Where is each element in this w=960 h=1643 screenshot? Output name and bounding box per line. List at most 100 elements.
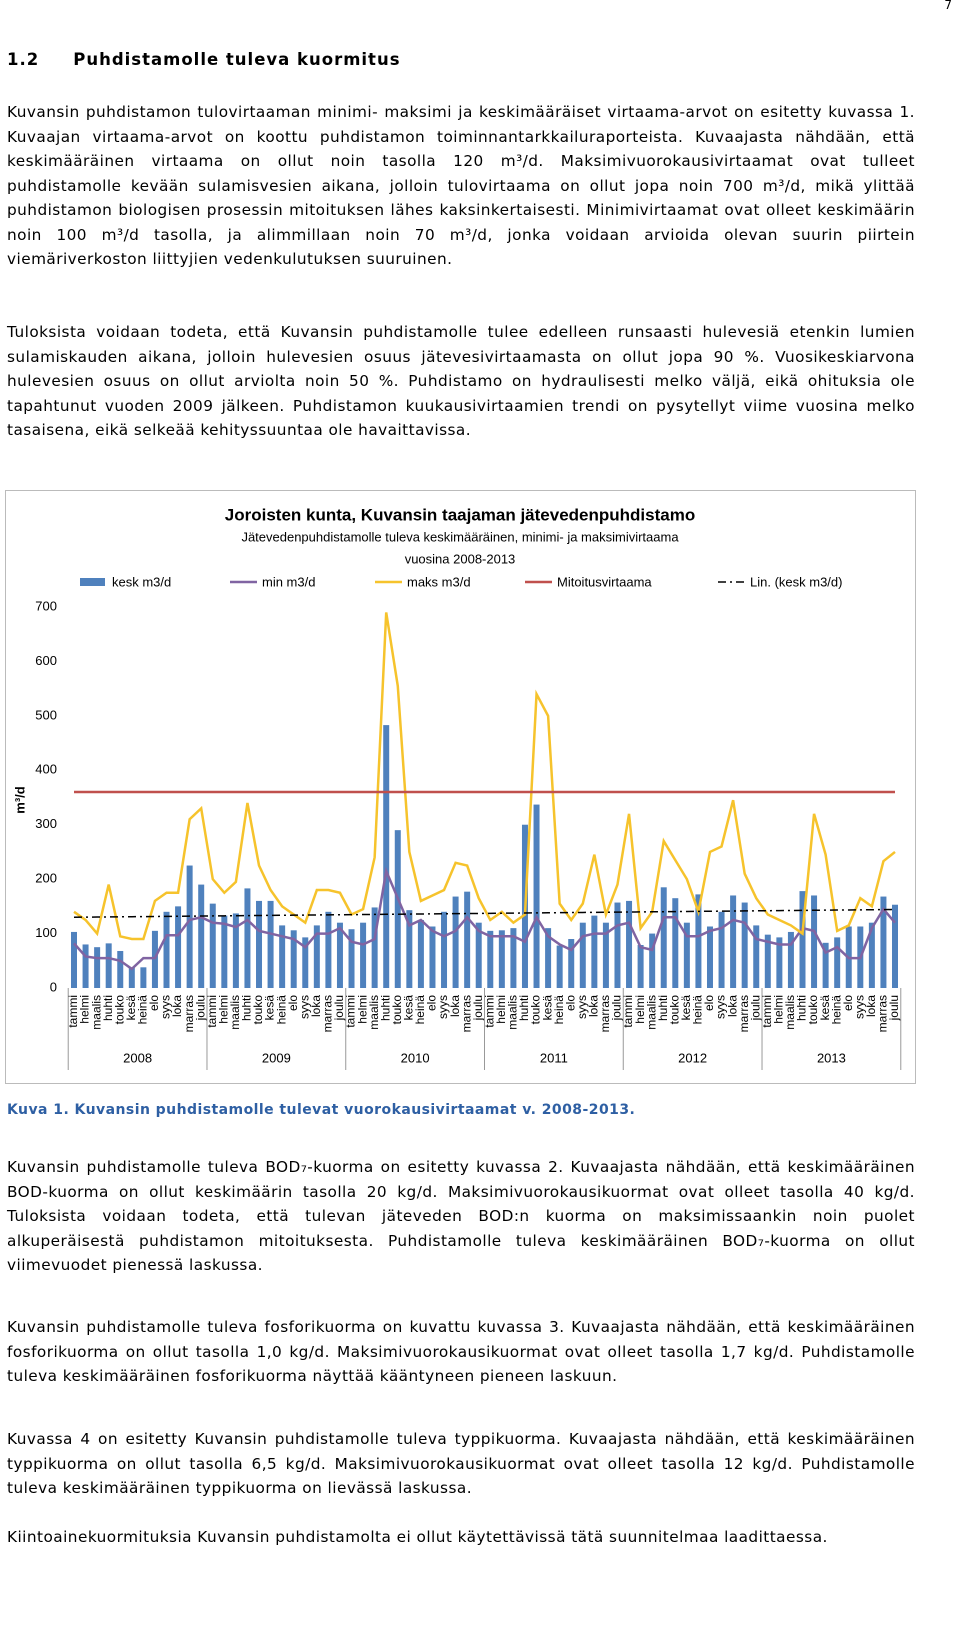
x-tick-label: kesä [263, 995, 277, 1021]
chart: Joroisten kunta, Kuvansin taajaman jätev… [5, 490, 916, 1084]
x-tick-label: helmi [772, 995, 786, 1024]
x-tick-label: kesä [124, 995, 138, 1021]
bar [348, 929, 355, 988]
x-tick-label: marras [182, 995, 196, 1032]
bar [429, 926, 436, 988]
bar [82, 944, 89, 988]
bar [533, 804, 540, 988]
bar [776, 937, 783, 988]
bar [683, 922, 690, 988]
x-tick-label: heinä [413, 995, 427, 1025]
x-tick-label: touko [806, 995, 820, 1025]
bar [880, 896, 887, 988]
x-tick-label: helmi [633, 995, 647, 1024]
bar [290, 930, 297, 988]
y-tick-label: 300 [35, 816, 57, 831]
line [73, 866, 896, 971]
chart-subtitle: Jätevedenpuhdistamolle tuleva keskimäärä… [241, 529, 679, 544]
heading-title: Puhdistamolle tuleva kuormitus [73, 50, 401, 69]
bar [602, 922, 609, 988]
bar [579, 922, 586, 988]
y-tick-label: 100 [35, 925, 57, 940]
x-tick-label: marras [737, 995, 751, 1032]
x-tick-label: maalis [228, 995, 242, 1030]
y-tick-label: 0 [50, 979, 57, 994]
bar [764, 934, 771, 988]
x-tick-label: joulu [471, 995, 485, 1021]
paragraph: Kiintoainekuormituksia Kuvansin puhdista… [7, 1528, 828, 1546]
legend-swatch [80, 578, 105, 586]
bar [464, 891, 471, 988]
bar [834, 937, 841, 988]
x-tick-label: joulu [193, 995, 207, 1021]
bar [591, 915, 598, 988]
x-tick-label: tammi [344, 995, 358, 1028]
x-tick-label: heinä [691, 995, 705, 1025]
year-label: 2013 [817, 1050, 846, 1065]
bar [175, 906, 182, 988]
x-tick-label: heinä [136, 995, 150, 1025]
bar [186, 865, 193, 988]
bar [718, 911, 725, 988]
x-tick-label: kesä [540, 995, 554, 1021]
x-tick-label: helmi [216, 995, 230, 1024]
x-tick-label: syys [436, 995, 450, 1019]
x-tick-label: heinä [829, 995, 843, 1025]
paragraph: Kuvansin puhdistamolle tuleva fosforikuo… [7, 1318, 915, 1385]
x-tick-label: elo [563, 995, 577, 1011]
year-label: 2009 [262, 1050, 291, 1065]
x-tick-label: marras [459, 995, 473, 1032]
x-tick-label: loka [448, 995, 462, 1017]
x-tick-label: marras [321, 995, 335, 1032]
bar [730, 895, 737, 988]
x-tick-label: tammi [66, 995, 80, 1028]
bar [279, 925, 286, 988]
bar [475, 922, 482, 988]
x-tick-label: touko [251, 995, 265, 1025]
bar [383, 725, 390, 988]
bar [151, 930, 158, 988]
bar [417, 919, 424, 988]
bar [313, 925, 320, 988]
bar [394, 830, 401, 988]
x-tick-label: heinä [274, 995, 288, 1025]
bar [649, 933, 656, 988]
bar [94, 947, 101, 988]
x-tick-label: kesä [679, 995, 693, 1021]
x-tick-label: loka [587, 995, 601, 1017]
bar [545, 928, 552, 988]
bar [336, 922, 343, 988]
bar [198, 884, 205, 988]
chart-title: Joroisten kunta, Kuvansin taajaman jätev… [225, 505, 695, 524]
paragraph: Tuloksista voidaan todeta, että Kuvansin… [7, 323, 915, 439]
bar [221, 915, 228, 988]
bar [117, 950, 124, 988]
bar [140, 967, 147, 988]
x-tick-label: loka [309, 995, 323, 1017]
year-label: 2010 [401, 1050, 430, 1065]
bar [637, 945, 644, 988]
page-number: 7 [944, 0, 952, 12]
x-tick-label: maalis [89, 995, 103, 1030]
bar [672, 898, 679, 988]
x-tick-label: huhti [517, 995, 531, 1021]
bar [209, 903, 216, 988]
y-tick-label: 700 [35, 598, 57, 613]
bar [256, 900, 263, 988]
x-tick-label: tammi [482, 995, 496, 1028]
x-tick-label: huhti [656, 995, 670, 1021]
legend-label: kesk m3/d [112, 574, 171, 589]
legend-label: Mitoitusvirtaama [557, 574, 652, 589]
year-label: 2008 [123, 1050, 152, 1065]
x-tick-label: elo [286, 995, 300, 1011]
x-tick-label: loka [864, 995, 878, 1017]
x-tick-label: huhti [240, 995, 254, 1021]
x-tick-label: loka [170, 995, 184, 1017]
x-tick-label: elo [147, 995, 161, 1011]
x-tick-label: joulu [610, 995, 624, 1021]
x-tick-label: syys [852, 995, 866, 1019]
bar [510, 928, 517, 988]
x-tick-label: huhti [101, 995, 115, 1021]
x-tick-label: huhti [378, 995, 392, 1021]
